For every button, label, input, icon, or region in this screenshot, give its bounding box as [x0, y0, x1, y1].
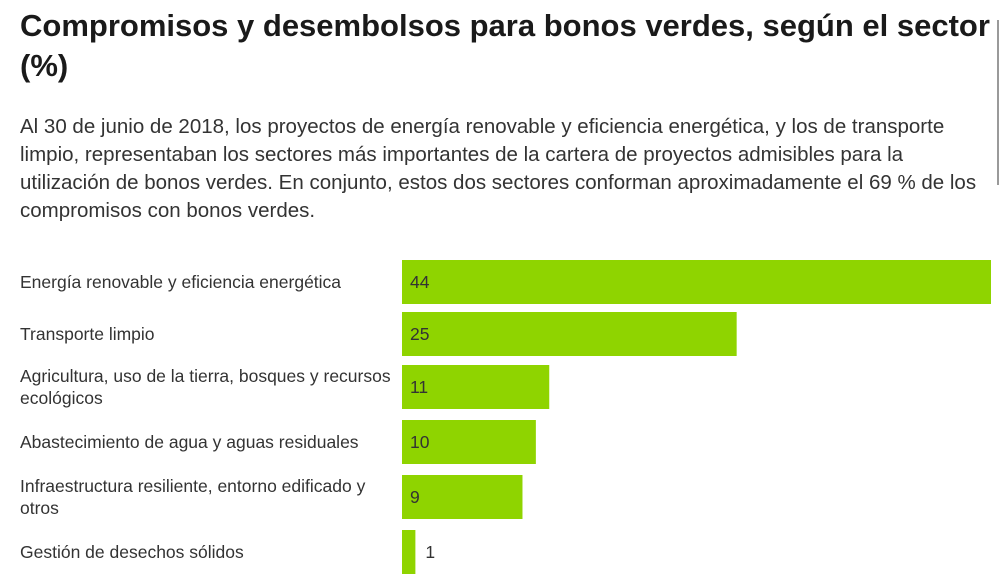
- bar: [402, 475, 523, 519]
- bar: [402, 420, 536, 464]
- bar-value-label: 11: [410, 377, 428, 397]
- bar: [402, 365, 550, 409]
- category-label: Gestión de desechos sólidos: [20, 542, 244, 562]
- category-label: Infraestructura resiliente, entorno edif…: [20, 476, 366, 518]
- category-label: Agricultura, uso de la tierra, bosques y…: [20, 366, 391, 408]
- chart-title: Compromisos y desembolsos para bonos ver…: [20, 8, 990, 83]
- bar-value-label: 9: [410, 487, 420, 507]
- chart-subtitle: Al 30 de junio de 2018, los proyectos de…: [20, 115, 977, 222]
- bar-value-label: 25: [410, 324, 429, 344]
- category-label: Transporte limpio: [20, 324, 155, 344]
- category-label: Energía renovable y eficiencia energétic…: [20, 272, 342, 292]
- bar-value-label: 10: [410, 432, 430, 452]
- bar: [402, 530, 416, 574]
- bar: [402, 260, 991, 304]
- bar-value-label: 1: [425, 542, 435, 562]
- category-label: Abastecimiento de agua y aguas residuale…: [20, 432, 359, 452]
- page-edge-divider: [997, 20, 999, 185]
- bar: [402, 312, 737, 356]
- bar-value-label: 44: [410, 272, 430, 292]
